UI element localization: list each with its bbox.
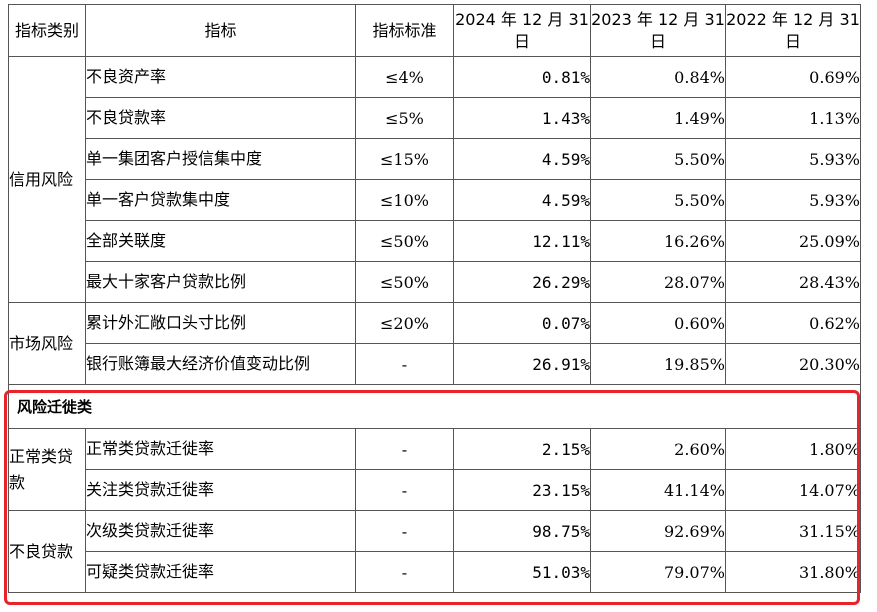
header-2022: 2022 年 12 月 31 日 bbox=[725, 4, 861, 57]
table-row: 信用风险 不良资产率 ≤4% 0.81% 0.84% 0.69% bbox=[8, 56, 861, 303]
header-row: 指标类别 指标 指标标准 2024 年 12 月 31 日 2023 年 12 … bbox=[8, 4, 861, 57]
table-row: 不良贷款率 ≤5% 1.43% 1.49% 1.13% bbox=[9, 97, 861, 139]
value-2022: 31.15% bbox=[725, 510, 861, 552]
indicator-name: 单一客户贷款集中度 bbox=[85, 179, 356, 221]
value-2023: 0.84% bbox=[590, 56, 726, 98]
value-2024: 26.91% bbox=[453, 343, 591, 385]
value-2022: 5.93% bbox=[725, 138, 861, 180]
section-row: 风险迁徙类 bbox=[8, 384, 861, 429]
header-standard: 指标标准 bbox=[355, 4, 454, 57]
table-row: 最大十家客户贷款比例 ≤50% 26.29% 28.07% 28.43% bbox=[9, 261, 861, 303]
value-2022: 1.80% bbox=[725, 428, 861, 470]
header-2024: 2024 年 12 月 31 日 bbox=[453, 4, 591, 57]
value-2022: 1.13% bbox=[725, 97, 861, 139]
indicator-name: 单一集团客户授信集中度 bbox=[85, 138, 356, 180]
value-2022: 5.93% bbox=[725, 179, 861, 221]
indicator-name: 累计外汇敞口头寸比例 bbox=[85, 302, 356, 344]
value-2023: 1.49% bbox=[590, 97, 726, 139]
category-cell: 信用风险 bbox=[8, 56, 86, 303]
category-cell: 正常类贷款 bbox=[8, 428, 86, 511]
value-2024: 2.15% bbox=[453, 428, 591, 470]
category-cell: 不良贷款 bbox=[8, 510, 86, 593]
indicator-standard: - bbox=[355, 343, 454, 385]
value-2023: 41.14% bbox=[590, 469, 726, 511]
value-2023: 0.60% bbox=[590, 302, 726, 344]
value-2023: 5.50% bbox=[590, 138, 726, 180]
table-row: 不良贷款 次级类贷款迁徙率 -98.75% 92.69% 31.15% bbox=[8, 510, 861, 593]
value-2022: 0.69% bbox=[725, 56, 861, 98]
value-2022: 28.43% bbox=[725, 261, 861, 303]
header-2023: 2023 年 12 月 31 日 bbox=[590, 4, 726, 57]
value-2024: 12.11% bbox=[453, 220, 591, 262]
value-2024: 98.75% bbox=[453, 510, 591, 552]
indicator-name: 全部关联度 bbox=[85, 220, 356, 262]
value-2023: 16.26% bbox=[590, 220, 726, 262]
value-2023: 28.07% bbox=[590, 261, 726, 303]
value-2024: 4.59% bbox=[453, 138, 591, 180]
table-row: 可疑类贷款迁徙率 -51.03% 79.07% 31.80% bbox=[9, 551, 861, 593]
value-2024: 0.81% bbox=[453, 56, 591, 98]
indicator-name: 不良资产率 bbox=[85, 56, 356, 98]
value-2024: 26.29% bbox=[453, 261, 591, 303]
indicator-standard: ≤50% bbox=[355, 220, 454, 262]
risk-indicator-table: 指标类别 指标 指标标准 2024 年 12 月 31 日 2023 年 12 … bbox=[8, 4, 861, 593]
indicator-name: 可疑类贷款迁徙率 bbox=[85, 551, 356, 593]
header-indicator: 指标 bbox=[85, 4, 356, 57]
indicator-name: 关注类贷款迁徙率 bbox=[85, 469, 356, 511]
table-body: 信用风险 不良资产率 ≤4% 0.81% 0.84% 0.69% 不良贷款率 ≤5% 1.43%… bbox=[8, 56, 861, 593]
indicator-standard: ≤50% bbox=[355, 261, 454, 303]
indicator-name: 正常类贷款迁徙率 bbox=[85, 428, 356, 470]
value-2022: 20.30% bbox=[725, 343, 861, 385]
table-row: 市场风险 累计外汇敞口头寸比例 ≤20% 0.07% 0.60% 0.62% bbox=[8, 302, 861, 385]
indicator-name: 次级类贷款迁徙率 bbox=[85, 510, 356, 552]
indicator-name: 不良贷款率 bbox=[85, 97, 356, 139]
table-row: 关注类贷款迁徙率 -23.15% 41.14% 14.07% bbox=[9, 469, 861, 511]
value-2024: 51.03% bbox=[453, 551, 591, 593]
value-2023: 79.07% bbox=[590, 551, 726, 593]
table-row: 单一客户贷款集中度 ≤10% 4.59% 5.50% 5.93% bbox=[9, 179, 861, 221]
header-category: 指标类别 bbox=[8, 4, 86, 57]
indicator-standard: ≤10% bbox=[355, 179, 454, 221]
indicator-standard: ≤20% bbox=[355, 302, 454, 344]
table-row: 银行账簿最大经济价值变动比例 -26.91% 19.85% 20.30% bbox=[9, 343, 861, 385]
value-2022: 0.62% bbox=[725, 302, 861, 344]
value-2024: 1.43% bbox=[453, 97, 591, 139]
value-2022: 25.09% bbox=[725, 220, 861, 262]
indicator-standard: - bbox=[355, 551, 454, 593]
indicator-standard: - bbox=[355, 510, 454, 552]
indicator-standard: - bbox=[355, 469, 454, 511]
value-2023: 2.60% bbox=[590, 428, 726, 470]
value-2023: 5.50% bbox=[590, 179, 726, 221]
value-2024: 23.15% bbox=[453, 469, 591, 511]
value-2022: 31.80% bbox=[725, 551, 861, 593]
table-row: 正常类贷款 正常类贷款迁徙率 -2.15% 2.60% 1.80% bbox=[8, 428, 861, 511]
indicator-name: 最大十家客户贷款比例 bbox=[85, 261, 356, 303]
table-row: 单一集团客户授信集中度 ≤15% 4.59% 5.50% 5.93% bbox=[9, 138, 861, 180]
value-2024: 4.59% bbox=[453, 179, 591, 221]
indicator-standard: ≤15% bbox=[355, 138, 454, 180]
value-2023: 19.85% bbox=[590, 343, 726, 385]
table-row: 全部关联度 ≤50% 12.11% 16.26% 25.09% bbox=[9, 220, 861, 262]
value-2022: 14.07% bbox=[725, 469, 861, 511]
value-2024: 0.07% bbox=[453, 302, 591, 344]
section-title: 风险迁徙类 bbox=[8, 384, 861, 429]
category-cell: 市场风险 bbox=[8, 302, 86, 385]
indicator-standard: ≤4% bbox=[355, 56, 454, 98]
indicator-standard: ≤5% bbox=[355, 97, 454, 139]
value-2023: 92.69% bbox=[590, 510, 726, 552]
indicator-standard: - bbox=[355, 428, 454, 470]
indicator-name: 银行账簿最大经济价值变动比例 bbox=[85, 343, 356, 385]
